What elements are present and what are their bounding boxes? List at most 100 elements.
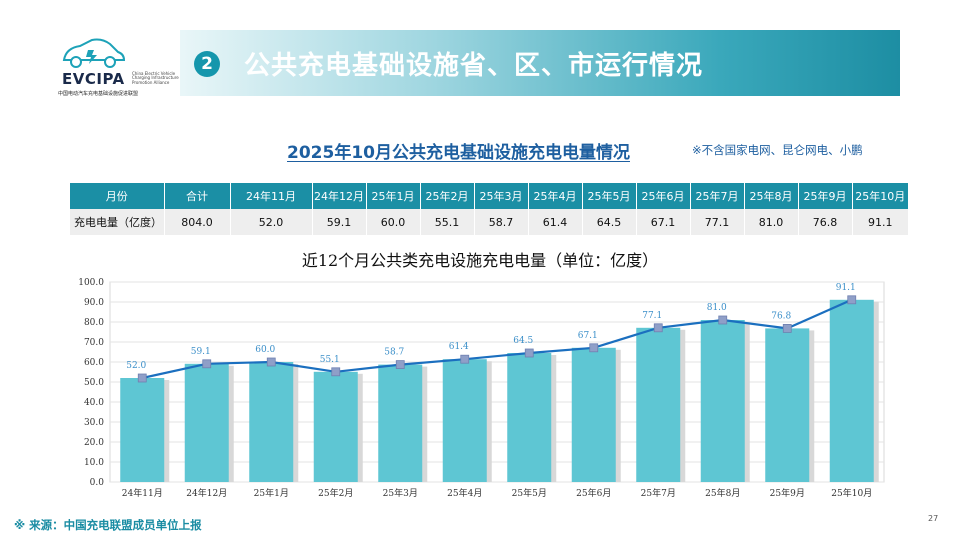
table-header-cell: 24年11月 [230, 183, 313, 209]
bar [571, 347, 616, 482]
line-marker [589, 343, 599, 353]
x-tick-label: 25年6月 [576, 487, 611, 499]
source-note: ※ 来源：中国充电联盟成员单位上报 [14, 518, 202, 532]
table-cell: 59.1 [312, 209, 367, 235]
table-cell: 58.7 [474, 209, 529, 235]
y-tick-label: 50.0 [84, 378, 104, 388]
data-label: 76.8 [771, 311, 791, 321]
bar [636, 327, 681, 482]
x-tick-label: 25年10月 [831, 487, 872, 499]
table-header-row: 月份 合计 24年11月 24年12月 25年1月 25年2月 25年3月 25… [70, 183, 908, 209]
y-tick-label: 80.0 [84, 318, 104, 328]
page-number: 27 [928, 514, 939, 523]
table-cell: 77.1 [690, 209, 745, 235]
brand-chinese-name: 中国电动汽车充电基础设施促进联盟 [58, 91, 139, 97]
bar [507, 353, 552, 482]
line-marker [395, 360, 405, 369]
data-label: 81.0 [707, 303, 727, 313]
table-cell: 76.8 [798, 209, 853, 235]
table-header-cell: 25年9月 [798, 183, 853, 209]
table-header-cell: 25年2月 [420, 183, 475, 209]
table-cell: 52.0 [230, 209, 313, 235]
table-subtitle: 2025年10月公共充电基础设施充电电量情况 [287, 143, 630, 163]
charging-volume-table: 月份 合计 24年11月 24年12月 25年1月 25年2月 25年3月 25… [70, 183, 908, 235]
data-label: 52.0 [126, 361, 146, 371]
data-label: 67.1 [578, 331, 598, 341]
line-marker [331, 367, 341, 377]
table-row-label: 充电电量（亿度） [70, 209, 165, 235]
line-marker [202, 359, 212, 369]
bar [249, 362, 294, 482]
table-header-cell: 24年12月 [312, 183, 367, 209]
line-marker [137, 373, 147, 383]
bar [700, 320, 745, 482]
x-tick-label: 25年4月 [447, 487, 482, 499]
data-label: 55.1 [320, 355, 340, 365]
data-label: 77.1 [642, 311, 662, 321]
table-cell: 67.1 [636, 209, 691, 235]
bar [184, 363, 229, 482]
data-label: 59.1 [191, 347, 211, 357]
table-header-cell: 25年6月 [636, 183, 691, 209]
data-label: 64.5 [513, 336, 533, 346]
brand-name: EVCIPA [62, 70, 125, 88]
x-tick-label: 25年7月 [641, 487, 676, 499]
section-number-badge: 2 [194, 51, 220, 77]
table-header-cell: 25年7月 [690, 183, 745, 209]
charging-volume-chart: 0.0 10.0 20.0 30.0 40.0 50.0 60.0 70.0 80.0 90.0 1… [78, 278, 885, 499]
evcipa-logo: EVCIPA China Electric Vehicle Charging I… [58, 36, 179, 98]
table-row: 充电电量（亿度） 804.0 52.0 59.1 60.0 55.1 58.7 … [70, 209, 908, 235]
y-tick-label: 70.0 [84, 338, 104, 348]
line-marker [653, 323, 663, 333]
table-cell: 60.0 [366, 209, 421, 235]
table-header-cell: 25年1月 [366, 183, 421, 209]
table-header-cell: 25年4月 [528, 183, 583, 209]
chart-title: 近12个月公共类充电设施充电电量（单位：亿度） [301, 251, 659, 270]
y-tick-label: 20.0 [84, 438, 104, 448]
line-marker [718, 315, 728, 325]
table-header-cell: 25年5月 [582, 183, 637, 209]
table-header-cell: 合计 [164, 183, 231, 209]
x-tick-label: 25年3月 [383, 487, 418, 499]
y-tick-label: 30.0 [84, 418, 104, 428]
x-tick-label: 24年12月 [186, 487, 227, 499]
data-label: 60.0 [255, 345, 275, 355]
y-tick-label: 40.0 [84, 398, 104, 408]
bar [442, 359, 487, 482]
line-marker [847, 295, 857, 305]
data-label: 91.1 [836, 283, 856, 293]
series-line [142, 298, 853, 380]
x-tick-label: 25年1月 [254, 487, 289, 499]
data-label: 58.7 [384, 348, 404, 358]
title-bar [180, 30, 900, 96]
x-tick-label: 25年5月 [512, 487, 547, 499]
line-marker [524, 348, 534, 358]
page-title: 公共充电基础设施省、区、市运行情况 [244, 51, 704, 81]
table-header-cell: 25年10月 [852, 183, 908, 209]
bar [120, 378, 165, 482]
line-marker [782, 324, 792, 333]
y-tick-label: 10.0 [84, 458, 104, 468]
y-tick-label: 90.0 [84, 298, 104, 308]
bar [313, 371, 358, 482]
x-tick-label: 24年11月 [122, 487, 163, 499]
x-tick-label: 25年2月 [318, 487, 353, 499]
x-tick-label: 25年8月 [705, 487, 740, 499]
bar [829, 299, 874, 482]
line-marker [460, 354, 470, 364]
table-header-cell: 25年8月 [744, 183, 799, 209]
car-plug-icon [62, 38, 126, 68]
y-tick-label: 0.0 [90, 478, 105, 488]
brand-english-name: China Electric Vehicle Charging Infrastr… [132, 71, 179, 85]
y-tick-label: 100.0 [78, 278, 104, 288]
table-cell: 91.1 [852, 209, 908, 235]
table-header-cell: 月份 [70, 183, 165, 209]
table-cell: 55.1 [420, 209, 475, 235]
bar [378, 364, 423, 482]
table-header-cell: 25年3月 [474, 183, 529, 209]
line-marker [266, 357, 276, 367]
bar [765, 328, 810, 482]
table-cell: 804.0 [164, 209, 231, 235]
table-note: ※不含国家电网、昆仑网电、小鹏 [692, 143, 863, 157]
y-tick-label: 60.0 [84, 358, 104, 368]
